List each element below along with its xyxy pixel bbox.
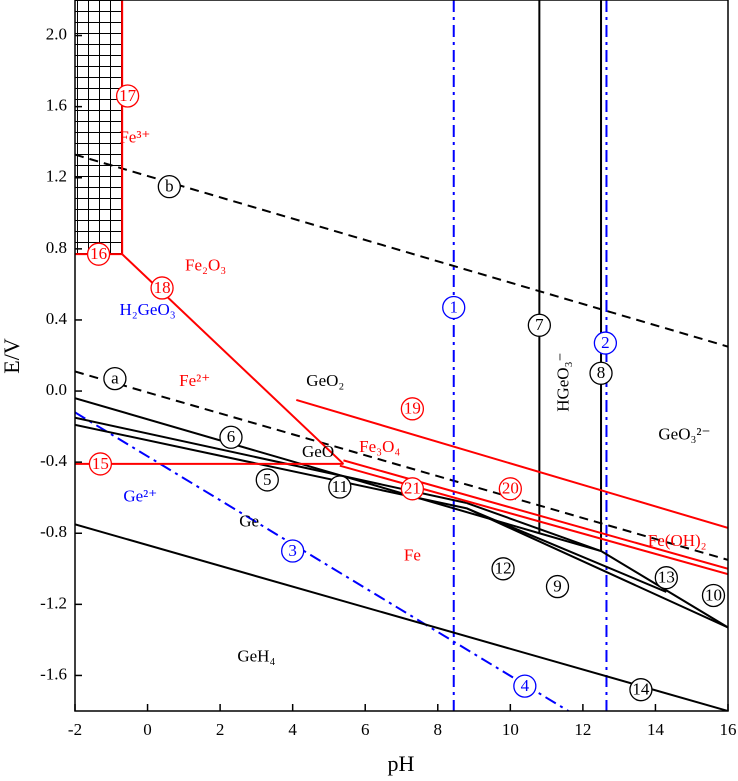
y-tick-label: 1.2 xyxy=(46,167,67,186)
marker-label: 14 xyxy=(632,680,650,699)
marker-label: 19 xyxy=(404,399,421,418)
boundary-line xyxy=(75,370,728,561)
boundary-line xyxy=(600,550,728,629)
boundary-line xyxy=(75,423,728,629)
region-label: Fe²⁺ xyxy=(179,371,210,390)
marker-label: 6 xyxy=(227,427,236,446)
marker-label: 9 xyxy=(553,576,562,595)
marker-label: 15 xyxy=(92,454,109,473)
marker-label: 13 xyxy=(658,568,675,587)
marker-label: 1 xyxy=(449,297,458,316)
y-axis-title: E/V xyxy=(0,338,24,374)
region-label: GeH₄ xyxy=(237,647,275,666)
marker-circle xyxy=(88,452,113,476)
marker-circle xyxy=(593,331,618,355)
y-tick-label: 0.4 xyxy=(46,309,68,328)
marker-label: 2 xyxy=(601,333,610,352)
y-tick-label: 1.6 xyxy=(46,96,67,115)
marker-circle xyxy=(328,475,352,499)
marker-label: 4 xyxy=(521,676,530,695)
x-tick-label: 6 xyxy=(361,720,370,739)
marker-circle xyxy=(654,566,678,590)
x-tick-label: 4 xyxy=(288,720,297,739)
marker-circle xyxy=(281,539,305,563)
marker-label: 8 xyxy=(597,363,606,382)
marker-circle xyxy=(400,477,425,501)
x-tick-label: 8 xyxy=(434,720,443,739)
boundary-line xyxy=(296,398,728,529)
region-label: HGeO₃⁻ xyxy=(554,353,573,412)
region-label: GeO₃²⁻ xyxy=(658,424,710,443)
marker-circle xyxy=(115,84,140,108)
x-tick-label: 2 xyxy=(216,720,225,739)
boundary-line xyxy=(75,153,728,348)
plot-area xyxy=(75,0,728,711)
x-axis-title: pH xyxy=(388,751,415,776)
y-tick-label: 0.8 xyxy=(46,238,67,257)
boundary-line xyxy=(339,464,728,576)
marker-label: 10 xyxy=(705,585,722,604)
marker-circle xyxy=(157,174,181,199)
marker-circle xyxy=(400,397,425,421)
region-label: H₂GeO₃ xyxy=(119,300,175,319)
y-tick-label: -0.8 xyxy=(40,522,67,541)
marker-label: 12 xyxy=(495,559,512,578)
y-tick-label: -1.6 xyxy=(40,664,67,683)
marker-label: 20 xyxy=(502,479,519,498)
y-tick-label: 0.0 xyxy=(46,380,67,399)
x-tick-label: 14 xyxy=(647,720,665,739)
region-label: GeO₂ xyxy=(306,371,344,390)
marker-circle xyxy=(86,242,111,266)
marker-label: a xyxy=(111,369,119,388)
marker-circle xyxy=(150,276,174,300)
marker-label: 17 xyxy=(119,86,137,105)
marker-circle xyxy=(545,574,570,599)
region-label: Fe³⁺ xyxy=(119,128,150,147)
y-tick-label: 2.0 xyxy=(46,24,67,43)
x-tick-label: 10 xyxy=(502,720,519,739)
x-tick-label: 12 xyxy=(574,720,591,739)
marker-circle xyxy=(701,583,726,608)
marker-circle xyxy=(442,295,466,320)
marker-circle xyxy=(527,313,552,337)
marker-circle xyxy=(513,674,537,698)
marker-label: 16 xyxy=(90,244,107,263)
x-tick-label: 0 xyxy=(143,720,152,739)
y-tick-label: -0.4 xyxy=(40,451,67,470)
plot-frame xyxy=(74,0,729,712)
marker-label: 3 xyxy=(288,541,297,560)
region-label: Fe xyxy=(404,545,421,564)
boundary-line xyxy=(343,459,728,570)
marker-circle xyxy=(491,557,515,581)
hatched-region xyxy=(75,0,123,255)
region-label: Fe(OH)₂ xyxy=(648,531,707,550)
marker-label: 21 xyxy=(404,479,421,498)
region-label: Fe₂O₃ xyxy=(185,256,226,275)
marker-label: 5 xyxy=(263,470,272,489)
x-tick-label: 16 xyxy=(720,720,737,739)
region-label: Fe₃O₄ xyxy=(359,437,400,456)
marker-circle xyxy=(255,468,279,492)
marker-label: 11 xyxy=(332,477,348,496)
marker-circle xyxy=(498,477,522,501)
region-label: GeO xyxy=(302,442,334,461)
region-label: Ge xyxy=(239,511,259,530)
marker-circle xyxy=(219,425,243,449)
boundary-line xyxy=(75,411,569,711)
marker-circle xyxy=(629,678,653,702)
boundary-line xyxy=(75,523,728,711)
boundary-line xyxy=(466,507,667,593)
marker-label: 7 xyxy=(535,315,544,334)
region-label: Ge²⁺ xyxy=(123,487,157,506)
boundary-line xyxy=(466,502,602,552)
marker-circle xyxy=(589,361,613,385)
marker-circle xyxy=(103,366,127,391)
x-tick-label: -2 xyxy=(68,720,82,739)
marker-label: b xyxy=(165,177,174,196)
y-tick-label: -1.2 xyxy=(40,593,67,612)
marker-label: 18 xyxy=(154,278,171,297)
